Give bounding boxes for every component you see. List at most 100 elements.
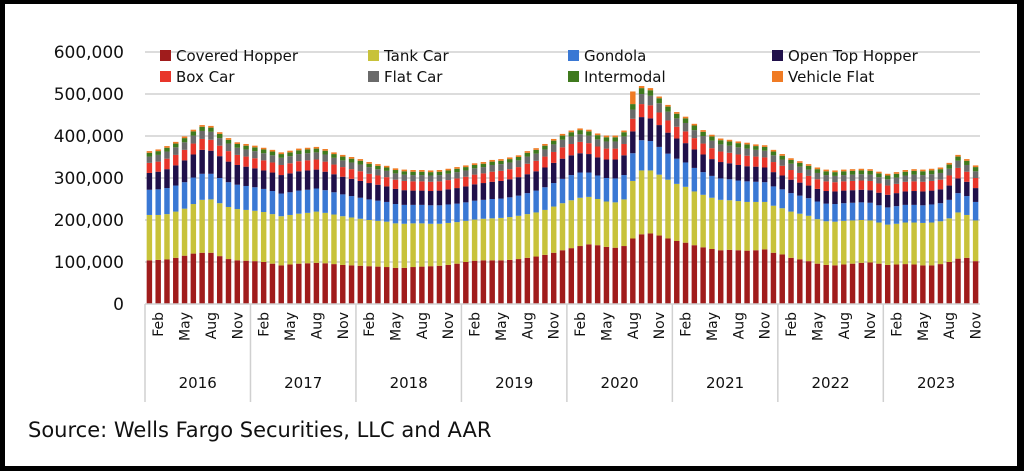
- bar-segment-tank-car: [638, 170, 645, 235]
- bar-segment-covered-hopper: [876, 263, 882, 304]
- bar-segment-box-car: [480, 173, 487, 184]
- bar-segment-flat-car: [260, 153, 267, 161]
- bar-segment-gondola: [542, 187, 548, 210]
- bar-segment-vehicle-flat: [867, 169, 873, 171]
- bar-segment-covered-hopper: [770, 252, 777, 304]
- bar-segment-box-car: [858, 180, 865, 190]
- bar-segment-gondola: [823, 203, 829, 222]
- legend-label: Vehicle Flat: [788, 68, 874, 86]
- bar-segment-tank-car: [471, 219, 478, 261]
- x-month-label: Feb: [573, 312, 589, 337]
- bar-segment-open-top-hopper: [392, 188, 399, 205]
- bar-segment-intermodal: [937, 169, 944, 173]
- bar-segment-open-top-hopper: [955, 178, 961, 194]
- bar-segment-intermodal: [419, 171, 425, 176]
- bar-segment-box-car: [937, 179, 944, 190]
- legend-label: Tank Car: [383, 47, 449, 65]
- bar-segment-vehicle-flat: [445, 168, 451, 171]
- bar-segment-gondola: [814, 201, 821, 220]
- bar-segment-covered-hopper: [234, 260, 241, 304]
- bar-segment-intermodal: [577, 130, 583, 135]
- bar-segment-intermodal: [190, 131, 197, 136]
- bar-segment-covered-hopper: [674, 241, 680, 304]
- bar-segment-intermodal: [331, 154, 337, 158]
- bar-segment-box-car: [524, 163, 531, 175]
- bar-segment-vehicle-flat: [550, 138, 557, 141]
- bar-segment-vehicle-flat: [515, 155, 522, 157]
- bar-segment-open-top-hopper: [278, 175, 284, 194]
- bar-segment-tank-car: [296, 213, 302, 264]
- bar-segment-intermodal: [832, 172, 838, 176]
- bar-segment-vehicle-flat: [383, 165, 390, 168]
- bar-segment-vehicle-flat: [726, 139, 733, 142]
- bar-segment-covered-hopper: [832, 265, 838, 304]
- bar-segment-open-top-hopper: [304, 170, 311, 190]
- bar-segment-vehicle-flat: [419, 170, 425, 172]
- bar-segment-flat-car: [770, 155, 777, 163]
- bar-segment-open-top-hopper: [594, 157, 601, 176]
- bar-segment-covered-hopper: [155, 259, 161, 304]
- bar-segment-tank-car: [216, 203, 223, 257]
- bar-segment-covered-hopper: [902, 264, 909, 304]
- bar-segment-covered-hopper: [313, 262, 320, 304]
- bar-segment-flat-car: [383, 170, 390, 178]
- bar-segment-box-car: [164, 158, 170, 170]
- bar-segment-tank-car: [410, 223, 416, 268]
- bar-segment-intermodal: [146, 152, 153, 157]
- bar-segment-intermodal: [911, 170, 917, 175]
- bar-segment-gondola: [717, 178, 724, 200]
- bar-segment-open-top-hopper: [577, 153, 583, 173]
- bar-segment-vehicle-flat: [647, 88, 654, 91]
- bar-segment-gondola: [841, 203, 847, 221]
- bar-segment-open-top-hopper: [331, 174, 337, 193]
- bar-segment-gondola: [761, 182, 768, 202]
- bar-segment-open-top-hopper: [823, 191, 829, 204]
- bar-segment-flat-car: [269, 155, 276, 163]
- x-month-label: May: [283, 312, 299, 341]
- bar-segment-intermodal: [278, 154, 284, 158]
- bar-segment-box-car: [216, 145, 223, 157]
- bar-segment-covered-hopper: [577, 246, 583, 304]
- bar-segment-gondola: [366, 199, 372, 220]
- bar-segment-box-car: [770, 162, 777, 173]
- bar-segment-flat-car: [920, 175, 926, 182]
- bar-segment-vehicle-flat: [313, 146, 320, 149]
- bar-segment-flat-car: [533, 153, 539, 161]
- bar-segment-open-top-hopper: [216, 156, 223, 178]
- bar-segment-gondola: [436, 205, 443, 224]
- bar-segment-box-car: [841, 181, 847, 191]
- bar-segment-gondola: [656, 146, 662, 175]
- bar-segment-covered-hopper: [550, 252, 557, 304]
- x-month-label: Feb: [784, 312, 800, 337]
- bar-segment-box-car: [471, 174, 478, 185]
- bar-segment-flat-car: [322, 154, 328, 162]
- bar-segment-gondola: [586, 172, 592, 197]
- bar-segment-gondola: [445, 204, 451, 223]
- bar-segment-flat-car: [278, 157, 284, 165]
- bar-segment-box-car: [586, 143, 592, 155]
- bar-segment-vehicle-flat: [199, 125, 205, 127]
- bar-segment-box-car: [278, 164, 284, 176]
- bar-segment-tank-car: [190, 204, 197, 254]
- bar-segment-vehicle-flat: [173, 141, 179, 144]
- bar-segment-flat-car: [366, 167, 372, 174]
- bar-segment-vehicle-flat: [304, 147, 311, 150]
- legend-swatch: [160, 71, 171, 82]
- bar-segment-tank-car: [375, 220, 381, 267]
- bar-segment-covered-hopper: [568, 248, 575, 304]
- bar-segment-vehicle-flat: [603, 135, 610, 138]
- legend-label: Intermodal: [584, 68, 666, 86]
- legend-swatch: [568, 71, 579, 82]
- bar-segment-flat-car: [304, 153, 311, 161]
- bar-segment-vehicle-flat: [533, 148, 539, 150]
- bar-segment-intermodal: [770, 151, 777, 156]
- bar-segment-intermodal: [674, 113, 680, 119]
- bar-segment-tank-car: [586, 196, 592, 245]
- bar-segment-flat-car: [568, 136, 575, 144]
- bar-segment-open-top-hopper: [568, 155, 575, 176]
- bar-segment-tank-car: [867, 220, 873, 263]
- bar-segment-tank-car: [331, 214, 337, 265]
- bar-segment-open-top-hopper: [357, 180, 364, 198]
- bar-segment-intermodal: [208, 127, 214, 132]
